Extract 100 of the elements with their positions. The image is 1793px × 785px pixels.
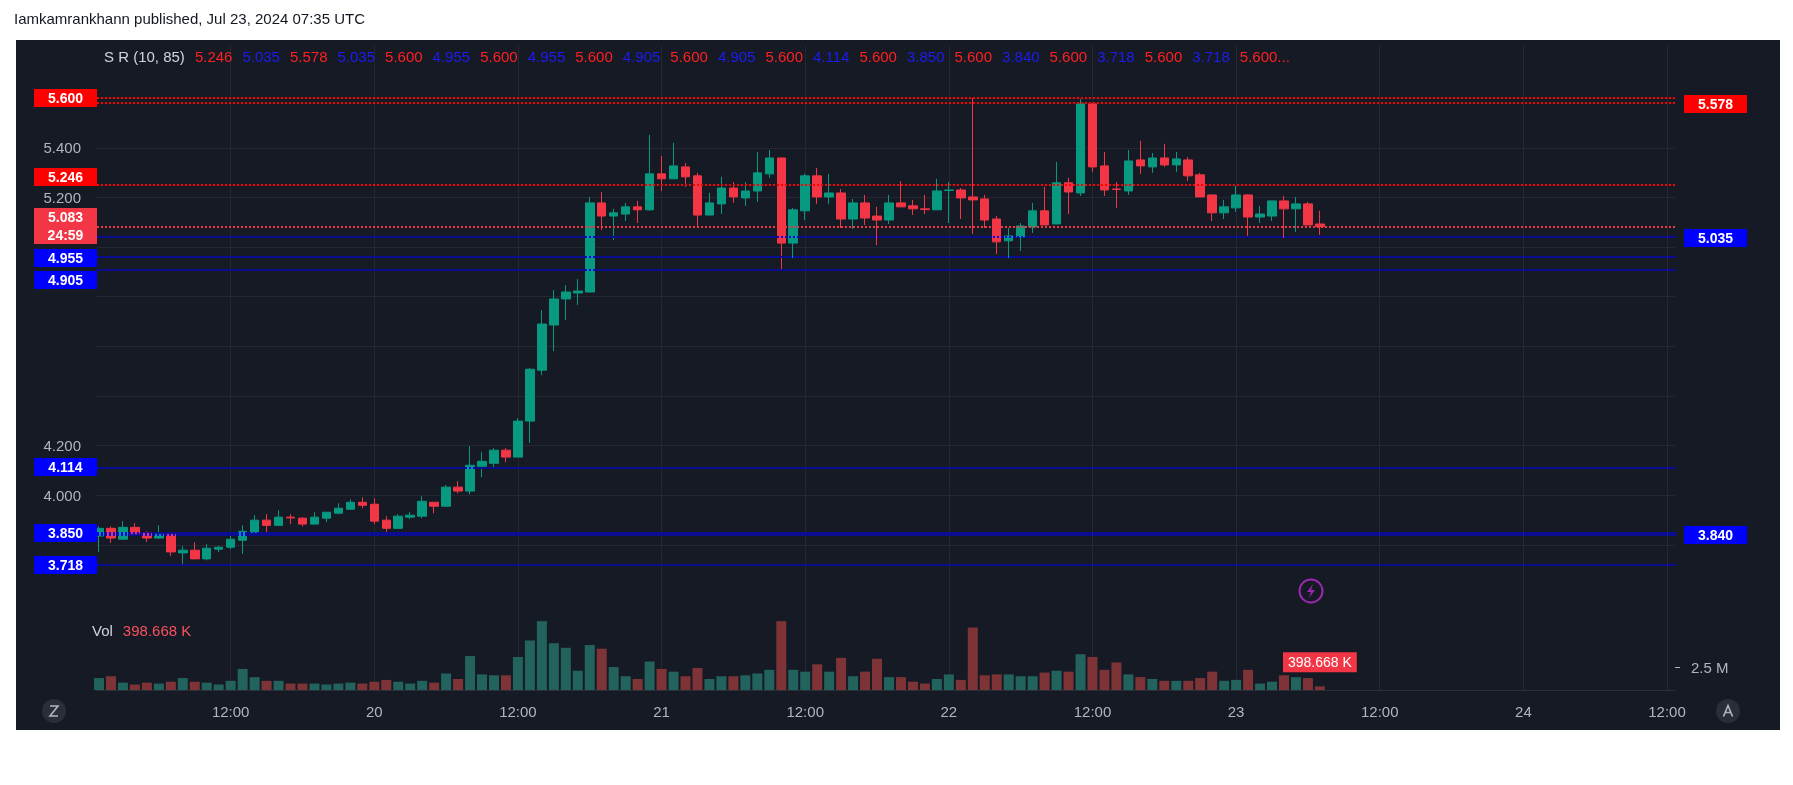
bar [465, 656, 476, 690]
candlestick [453, 480, 463, 494]
bar [800, 671, 811, 690]
candlestick [585, 196, 595, 293]
annotation: 4.114 [812, 48, 850, 65]
bar [632, 678, 643, 690]
candlestick [250, 514, 259, 536]
bar [728, 676, 739, 690]
bar [919, 683, 930, 690]
annotation: 5.600 [1144, 48, 1183, 65]
candlestick [1219, 199, 1229, 220]
bar [560, 647, 571, 690]
bar [967, 627, 978, 690]
bar [105, 676, 116, 690]
bar [883, 677, 894, 690]
candlestick [393, 513, 403, 529]
bar [369, 681, 380, 690]
candlestick [1267, 200, 1277, 222]
candlestick [765, 149, 774, 179]
y-tick-label: 2.5 M [1691, 658, 1729, 676]
x-tick-label: 23 [1227, 703, 1245, 720]
annotation: 3.718 [1097, 48, 1135, 65]
ref-line-label: 3.718 [34, 556, 97, 575]
bar [836, 657, 847, 690]
x-tick-label: 22 [940, 703, 958, 720]
bar [764, 669, 775, 690]
bar [393, 681, 404, 690]
candlestick [848, 198, 858, 230]
candlestick [429, 501, 439, 514]
bar [1135, 677, 1146, 690]
annotation: 5.600 [670, 48, 708, 65]
candlestick [657, 155, 666, 192]
candlestick [202, 543, 211, 561]
bar [153, 683, 164, 690]
bar [776, 621, 787, 690]
annotation: 4.905 [717, 48, 756, 65]
ref-line-label: 3.840 [1684, 526, 1747, 545]
annotation: 3.718 [1192, 48, 1230, 65]
bar [1231, 679, 1242, 690]
candlestick [441, 484, 451, 507]
candlestick [274, 509, 283, 526]
bar [752, 673, 763, 690]
candlestick [382, 515, 391, 533]
annotation: 5.035 [337, 48, 376, 65]
x-tick-label: 21 [653, 703, 670, 720]
bar [1015, 676, 1026, 690]
candlestick [1148, 152, 1157, 174]
bar [1183, 680, 1194, 690]
ref-line-label: 5.600 [34, 89, 97, 108]
annotation: 5.600 [480, 48, 518, 65]
bar [477, 674, 488, 690]
ref-line-label: 5.083 24:59 [34, 208, 97, 245]
bar [548, 643, 559, 690]
bar [572, 670, 583, 690]
candlestick [190, 541, 200, 560]
bar [716, 676, 727, 690]
candlestick [944, 181, 954, 224]
candlestick [1160, 143, 1169, 168]
bar [1027, 676, 1038, 690]
candlestick [812, 167, 822, 205]
candlestick [298, 516, 307, 527]
chart-subtitle: S R (10, 85) [104, 48, 185, 65]
annotation: 5.600 [385, 48, 423, 65]
candlestick [537, 309, 547, 376]
candlestick [741, 181, 750, 207]
bar [405, 683, 416, 690]
x-tick-label: 12:00 [786, 703, 824, 720]
bar [1075, 654, 1086, 690]
bar [895, 677, 906, 690]
bar [129, 684, 140, 690]
candlestick [1136, 140, 1145, 175]
ref-line-label: 4.114 [34, 458, 97, 477]
candlestick [549, 289, 559, 352]
bar [1147, 678, 1158, 690]
annotation: 4.955 [527, 48, 566, 65]
ref-line-label: 5.035 [1684, 229, 1747, 248]
bar [1219, 680, 1230, 690]
bar [860, 671, 871, 690]
text: Vol [92, 622, 113, 639]
bar [1063, 671, 1074, 690]
bar [249, 677, 260, 690]
bar [907, 681, 918, 690]
annotation: 5.600 [765, 48, 803, 65]
bar [417, 680, 428, 690]
candlestick [405, 511, 415, 520]
candlestick [525, 367, 535, 444]
candlestick [489, 447, 499, 468]
candlestick [501, 447, 511, 463]
y-tick-label: 4.000 [43, 486, 81, 504]
candlestick [1112, 181, 1121, 209]
bar [1171, 680, 1182, 690]
candlestick [621, 202, 630, 222]
bar [321, 684, 332, 690]
candlestick [465, 445, 475, 495]
candlestick [824, 173, 834, 205]
bar [488, 675, 499, 690]
annotation: 4.905 [622, 48, 661, 65]
bar [848, 676, 859, 690]
candlestick [166, 533, 176, 557]
bar [608, 667, 619, 690]
